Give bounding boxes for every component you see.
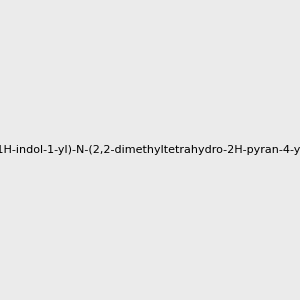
Text: 2-(3-acetyl-1H-indol-1-yl)-N-(2,2-dimethyltetrahydro-2H-pyran-4-yl)acetamide: 2-(3-acetyl-1H-indol-1-yl)-N-(2,2-dimeth… — [0, 145, 300, 155]
